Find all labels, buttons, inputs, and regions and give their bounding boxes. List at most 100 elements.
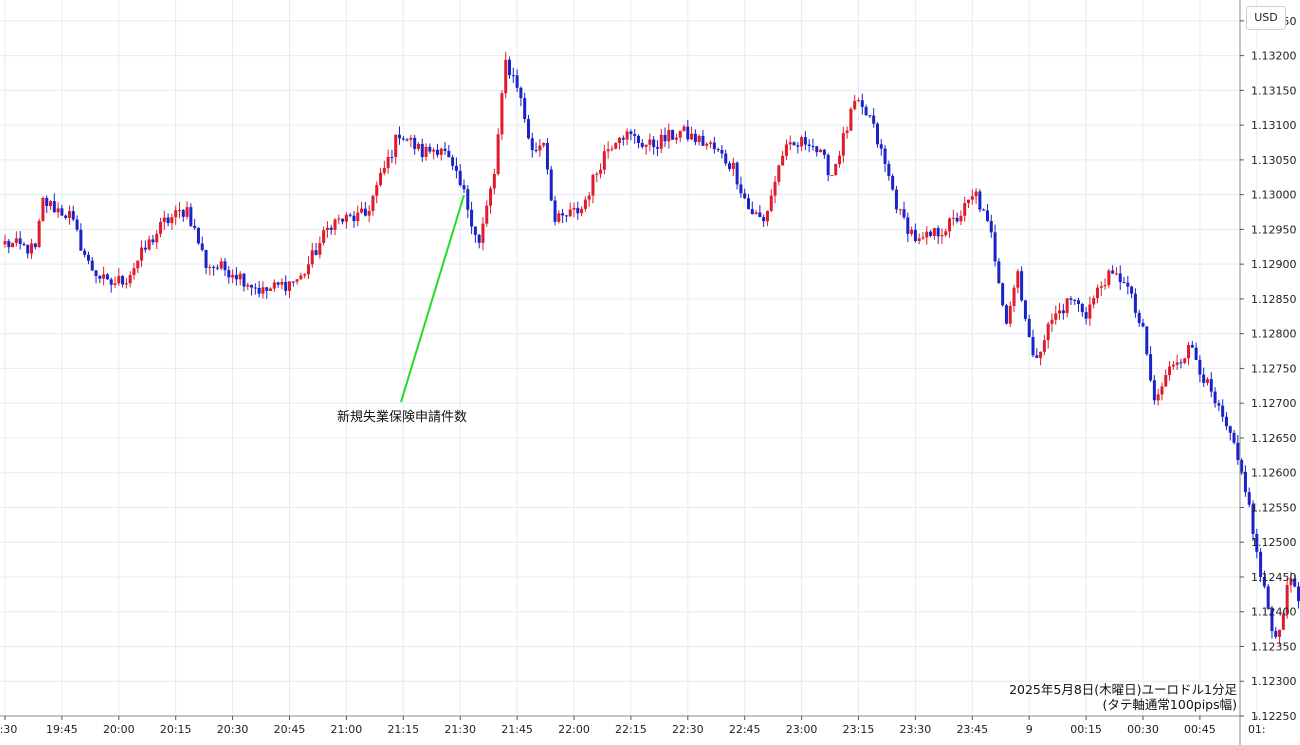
candle-down	[428, 146, 432, 152]
candle-up	[841, 132, 845, 156]
candle-down	[652, 139, 656, 148]
time-tick-label: 21:45	[501, 723, 533, 736]
candle-down	[276, 282, 280, 285]
candle-up	[1281, 613, 1285, 630]
candle-down	[390, 156, 394, 158]
candle-up	[1285, 585, 1289, 614]
candle-down	[807, 144, 811, 147]
candle-up	[1065, 298, 1069, 314]
candle-down	[1190, 344, 1194, 348]
candle-up	[11, 243, 15, 248]
candle-down	[1126, 282, 1130, 287]
candle-down	[473, 226, 477, 235]
candle-down	[712, 142, 716, 150]
candle-up	[599, 169, 603, 174]
candle-down	[1130, 286, 1134, 294]
candle-down	[511, 75, 515, 77]
candle-down	[1243, 471, 1247, 493]
candle-down	[955, 217, 959, 222]
candle-down	[826, 154, 830, 176]
candle-down	[860, 100, 864, 107]
candle-down	[26, 244, 30, 254]
candle-down	[792, 142, 796, 146]
candle-down	[329, 227, 333, 230]
candle-down	[223, 261, 227, 271]
candle-up	[697, 135, 701, 143]
time-tick-label: 22:45	[729, 723, 761, 736]
candle-down	[33, 243, 37, 248]
candle-down	[906, 217, 910, 234]
candle-up	[14, 238, 18, 244]
candle-up	[1054, 313, 1058, 320]
candle-up	[830, 175, 834, 177]
candle-down	[227, 270, 231, 278]
candle-up	[1175, 362, 1179, 365]
candle-down	[564, 215, 568, 217]
candle-up	[932, 228, 936, 236]
candle-down	[1149, 354, 1153, 381]
time-tick-label: 23:15	[843, 723, 875, 736]
candle-up	[674, 137, 678, 140]
candle-down	[105, 274, 109, 280]
candle-up	[963, 203, 967, 216]
time-tick-label: 22:00	[558, 723, 590, 736]
candle-down	[1297, 586, 1300, 602]
candle-up	[1092, 298, 1096, 305]
currency-selector[interactable]: USD	[1246, 6, 1286, 30]
candle-up	[625, 131, 629, 140]
candle-up	[3, 240, 7, 245]
candle-down	[864, 106, 868, 116]
candle-up	[269, 288, 273, 291]
time-axis[interactable]: 9:30 19:45 20:00 20:15 20:30 20:45 21:00 21:15 2…	[0, 716, 1266, 736]
price-tick-label: 1.12800	[1251, 328, 1297, 341]
price-tick-label: 1.12650	[1251, 432, 1297, 445]
candle-down	[60, 208, 64, 216]
candle-down	[284, 281, 288, 291]
time-tick-label: 9:30	[0, 723, 17, 736]
candle-down	[1251, 504, 1255, 534]
candle-up	[128, 275, 132, 284]
candle-up	[124, 283, 128, 285]
candle-up	[731, 162, 735, 169]
candle-up	[162, 217, 166, 222]
candle-down	[1004, 305, 1008, 324]
candle-down	[398, 134, 402, 139]
candle-up	[170, 217, 174, 224]
annotation-label: 新規失業保険申請件数	[337, 409, 467, 425]
candle-down	[1228, 426, 1232, 433]
candle-down	[196, 227, 200, 244]
candle-down	[534, 150, 538, 152]
candle-up	[322, 230, 326, 244]
candle-down	[1224, 416, 1228, 427]
candle-down	[1221, 405, 1225, 417]
candle-up	[280, 281, 284, 285]
candle-down	[7, 240, 11, 248]
time-tick-label: 23:45	[956, 723, 988, 736]
candle-up	[940, 235, 944, 237]
candle-up	[614, 142, 618, 149]
price-tick-label: 1.12600	[1251, 467, 1297, 480]
candle-up	[295, 279, 299, 282]
candle-up	[155, 233, 159, 243]
candle-up	[1039, 351, 1043, 358]
candle-up	[49, 201, 53, 207]
candle-up	[595, 173, 599, 175]
price-tick-label: 1.12250	[1251, 710, 1297, 723]
candle-down	[401, 138, 405, 140]
candle-up	[648, 139, 652, 145]
candle-up	[288, 281, 291, 291]
candle-down	[720, 149, 724, 154]
price-tick-label: 1.12400	[1251, 606, 1297, 619]
candle-up	[174, 210, 178, 218]
candle-down	[98, 275, 102, 279]
candle-down	[189, 207, 193, 226]
candle-down	[451, 157, 455, 166]
candle-up	[769, 195, 773, 211]
candle-down	[181, 210, 185, 217]
candle-down	[242, 273, 246, 287]
candle-down	[1274, 631, 1278, 637]
price-axis[interactable]: 1.132501.132001.131501.131001.130501.130…	[1240, 15, 1297, 723]
candle-down	[716, 149, 720, 151]
candle-down	[458, 170, 462, 186]
